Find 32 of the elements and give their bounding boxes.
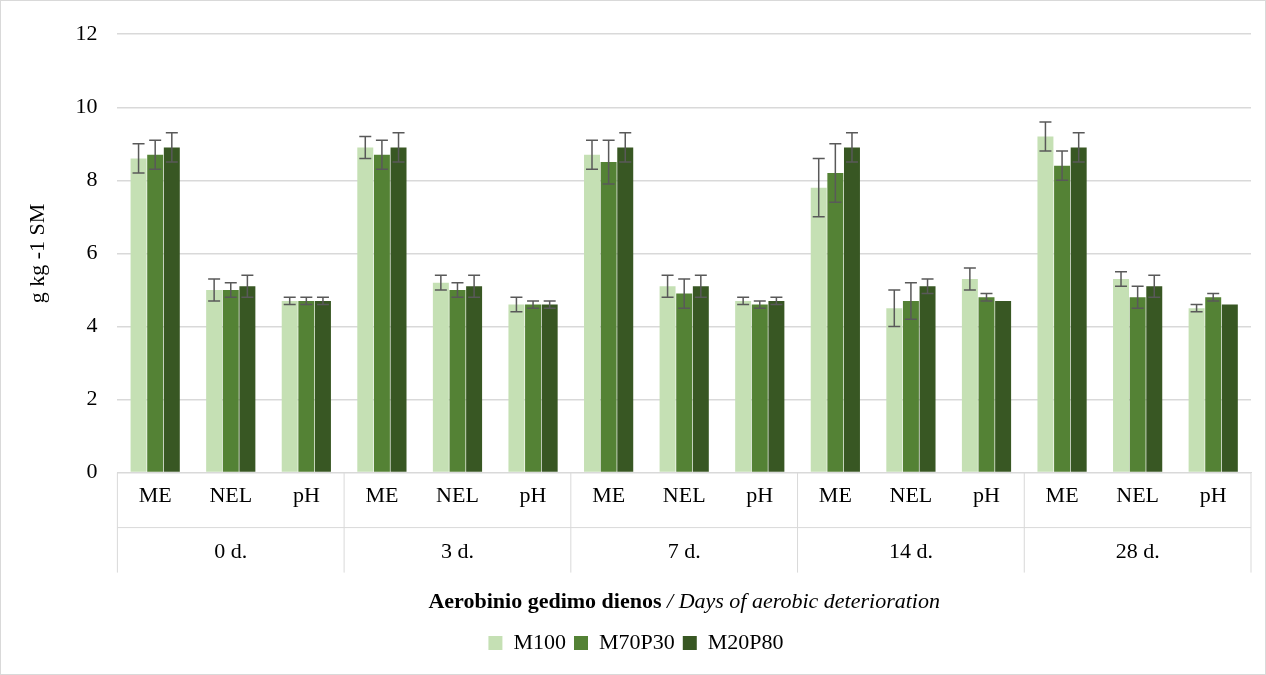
- x-tick-label: ME: [365, 481, 399, 507]
- x-axis-title: Aerobinio gedimo dienos / Days of aerobic deterioration: [428, 588, 940, 614]
- x-tick-label: NEL: [209, 481, 253, 507]
- x-tick-label: ME: [818, 481, 852, 507]
- text: 14 d.: [888, 538, 933, 564]
- x-tick-label: pH: [519, 481, 547, 507]
- x-tick-label: pH: [292, 481, 320, 507]
- legend-label: M100: [513, 628, 566, 654]
- y-tick-label: 8: [86, 166, 98, 192]
- x-tick-label: pH: [1199, 481, 1227, 507]
- y-axis-title: g kg -1 SM: [23, 203, 49, 304]
- x-tick-label: NEL: [1116, 481, 1160, 507]
- y-tick-label: 10: [75, 93, 98, 119]
- x-tick-label: NEL: [662, 481, 706, 507]
- text: 7 d.: [667, 538, 701, 564]
- x-tick-label: ME: [138, 481, 172, 507]
- y-tick-label: 0: [86, 458, 98, 484]
- text: 28 d.: [1115, 538, 1160, 564]
- text: 3 d.: [440, 538, 474, 564]
- x-tick-label: NEL: [889, 481, 933, 507]
- text: 0 d.: [214, 538, 248, 564]
- x-tick-label: ME: [1045, 481, 1079, 507]
- y-tick-label: 4: [86, 312, 98, 338]
- legend-label: M20P80: [707, 628, 784, 654]
- legend-label: M70P30: [598, 628, 675, 654]
- y-tick-label: 6: [86, 239, 98, 265]
- x-tick-label: pH: [746, 481, 774, 507]
- y-tick-label: 12: [75, 19, 98, 45]
- x-tick-label: NEL: [436, 481, 479, 507]
- x-tick-label: pH: [973, 481, 1001, 507]
- y-tick-label: 2: [86, 385, 98, 411]
- x-tick-label: ME: [592, 481, 626, 507]
